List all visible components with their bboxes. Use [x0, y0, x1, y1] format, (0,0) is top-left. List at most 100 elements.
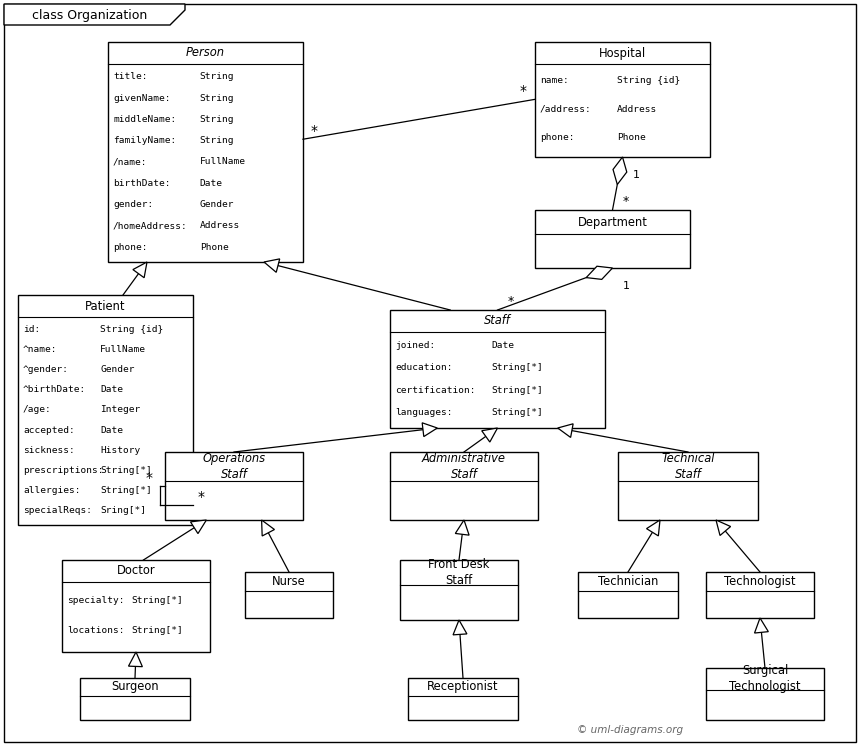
Text: Address: Address [200, 221, 240, 230]
Bar [706, 668, 824, 720]
Text: allergies:: allergies: [23, 486, 81, 495]
Polygon shape [422, 423, 437, 436]
Text: certification:: certification: [395, 385, 476, 394]
Bar [390, 310, 605, 428]
Bar [390, 452, 538, 520]
Text: Integer: Integer [101, 406, 140, 415]
Polygon shape [133, 262, 147, 278]
Text: *: * [146, 471, 153, 485]
Text: Doctor: Doctor [117, 565, 156, 577]
Text: Staff: Staff [484, 314, 511, 327]
Polygon shape [647, 520, 660, 536]
Text: name:: name: [540, 76, 568, 85]
Text: String[*]: String[*] [491, 385, 543, 394]
Polygon shape [191, 520, 206, 533]
Bar [80, 678, 190, 720]
Text: FullName: FullName [101, 345, 146, 354]
Text: /name:: /name: [113, 158, 148, 167]
Polygon shape [482, 428, 497, 442]
Text: Date: Date [101, 426, 123, 435]
Text: ^gender:: ^gender: [23, 365, 69, 374]
Text: Hospital: Hospital [599, 46, 646, 60]
Polygon shape [587, 266, 612, 279]
Text: Address: Address [617, 105, 658, 114]
Polygon shape [453, 620, 467, 635]
Text: Phone: Phone [617, 133, 646, 142]
Text: Technician: Technician [598, 575, 658, 588]
Text: String[*]: String[*] [491, 363, 543, 372]
Text: Department: Department [578, 216, 648, 229]
Text: /homeAddress:: /homeAddress: [113, 221, 187, 230]
Text: Gender: Gender [101, 365, 135, 374]
Text: Patient: Patient [85, 300, 126, 312]
Text: Operations
Staff: Operations Staff [202, 452, 266, 481]
Text: 1: 1 [632, 170, 640, 180]
Text: Phone: Phone [200, 243, 229, 252]
Text: String[*]: String[*] [132, 596, 183, 605]
Text: *: * [623, 196, 629, 208]
Text: Nurse: Nurse [272, 575, 306, 588]
Text: accepted:: accepted: [23, 426, 75, 435]
Bar [18, 295, 193, 525]
Text: *: * [311, 124, 318, 138]
Text: Technical
Staff: Technical Staff [661, 452, 715, 481]
Bar [108, 42, 303, 262]
Text: phone:: phone: [540, 133, 574, 142]
Text: specialReqs:: specialReqs: [23, 506, 92, 515]
Text: sickness:: sickness: [23, 446, 75, 455]
Bar [535, 210, 690, 268]
Text: prescriptions:: prescriptions: [23, 466, 103, 475]
Bar [400, 560, 518, 620]
Text: String {id}: String {id} [101, 325, 163, 334]
Polygon shape [128, 652, 143, 666]
Text: FullName: FullName [200, 158, 246, 167]
Polygon shape [716, 520, 731, 536]
Bar [62, 560, 210, 652]
Text: Surgical
Technologist: Surgical Technologist [729, 664, 801, 693]
Text: gender:: gender: [113, 200, 153, 209]
Text: *: * [507, 296, 513, 309]
Text: Front Desk
Staff: Front Desk Staff [428, 558, 489, 587]
Text: String: String [200, 93, 234, 102]
Text: languages:: languages: [395, 408, 452, 417]
Text: Person: Person [186, 46, 225, 60]
Text: middleName:: middleName: [113, 115, 176, 124]
Text: String {id}: String {id} [617, 76, 680, 85]
Text: title:: title: [113, 72, 148, 81]
Polygon shape [613, 157, 627, 185]
Bar [706, 572, 814, 618]
Text: givenName:: givenName: [113, 93, 170, 102]
Bar [165, 452, 303, 520]
Text: String[*]: String[*] [132, 626, 183, 635]
Bar [535, 42, 710, 157]
Text: String[*]: String[*] [491, 408, 543, 417]
Text: Sring[*]: Sring[*] [101, 506, 146, 515]
Bar [245, 572, 333, 618]
Polygon shape [754, 618, 768, 633]
Text: Date: Date [491, 341, 514, 350]
Text: © uml-diagrams.org: © uml-diagrams.org [577, 725, 683, 735]
Text: String: String [200, 115, 234, 124]
Text: id:: id: [23, 325, 40, 334]
Text: String[*]: String[*] [101, 466, 152, 475]
Text: History: History [101, 446, 140, 455]
Text: Administrative
Staff: Administrative Staff [422, 452, 506, 481]
Text: education:: education: [395, 363, 452, 372]
Text: String: String [200, 72, 234, 81]
Text: phone:: phone: [113, 243, 148, 252]
Bar [578, 572, 678, 618]
Text: ^birthDate:: ^birthDate: [23, 385, 86, 394]
Text: String: String [200, 136, 234, 145]
Bar [408, 678, 518, 720]
Text: specialty:: specialty: [67, 596, 125, 605]
Text: Technologist: Technologist [724, 575, 796, 588]
Text: *: * [198, 490, 205, 504]
Text: *: * [520, 84, 527, 99]
Polygon shape [4, 4, 185, 25]
Polygon shape [557, 424, 573, 438]
Text: ^name:: ^name: [23, 345, 58, 354]
Text: String[*]: String[*] [101, 486, 152, 495]
Bar [618, 452, 758, 520]
Text: locations:: locations: [67, 626, 125, 635]
Text: Gender: Gender [200, 200, 234, 209]
